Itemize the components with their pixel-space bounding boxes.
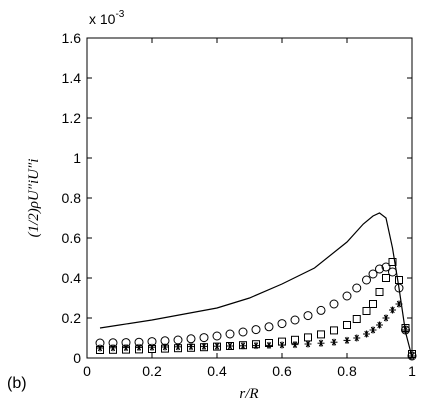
x-tick-label: 0.2	[142, 363, 162, 379]
data-point-square	[352, 315, 361, 323]
x-axis-label: r/R	[239, 386, 258, 402]
data-point-circle	[212, 331, 222, 341]
data-point-square	[369, 300, 377, 308]
data-point-star	[161, 343, 169, 351]
x-tick-label: 1	[408, 363, 416, 379]
scale-base: x 10	[89, 11, 116, 27]
data-point-star	[96, 344, 104, 352]
data-point-circle	[277, 319, 287, 329]
data-point-star	[187, 343, 195, 351]
data-point-circle	[225, 329, 235, 339]
data-point-star	[135, 343, 143, 351]
data-point-star	[252, 342, 260, 350]
data-point-star	[343, 336, 351, 344]
series-star	[96, 300, 416, 360]
data-point-circle	[352, 283, 362, 293]
data-point-star	[148, 343, 156, 351]
data-point-square	[395, 276, 403, 284]
x-tick-label: 0	[83, 363, 91, 379]
y-tick-label: 1.2	[62, 110, 82, 126]
data-point-square	[317, 330, 325, 339]
data-point-star	[174, 343, 182, 351]
data-point-star	[200, 342, 208, 350]
data-point-circle	[329, 299, 339, 309]
data-point-star	[291, 341, 299, 349]
data-point-square	[343, 321, 351, 329]
data-point-circle	[199, 333, 209, 343]
y-tick-label: 0.4	[62, 270, 82, 286]
data-point-square	[375, 288, 384, 296]
data-point-circle	[316, 305, 326, 315]
data-point-square	[362, 307, 371, 315]
data-point-star	[213, 342, 221, 350]
x-axis: 0 0.2 0.4 0.6 0.8 1	[83, 38, 416, 379]
data-point-circle	[290, 315, 300, 325]
data-point-circle	[264, 322, 274, 332]
data-point-star	[369, 326, 377, 334]
data-point-square	[382, 274, 390, 282]
data-point-square	[330, 326, 338, 335]
data-point-star	[304, 340, 312, 348]
data-point-star	[389, 306, 396, 314]
y-axis-label: (1/2)ρU″iU″i	[26, 159, 42, 238]
data-point-circle	[342, 291, 352, 301]
data-point-circle	[238, 327, 248, 337]
series-line	[99, 212, 413, 358]
scale-exponent: -3	[115, 9, 124, 20]
data-point-star	[278, 341, 286, 349]
x-tick-label: 0.8	[337, 363, 357, 379]
data-point-star	[109, 344, 117, 352]
data-point-circle	[362, 275, 371, 285]
data-point-star	[226, 342, 234, 350]
y-tick-label: 0.6	[62, 230, 82, 246]
data-point-star	[239, 342, 247, 350]
data-point-circle	[251, 325, 261, 335]
data-point-star	[122, 344, 130, 352]
data-point-circle	[186, 334, 196, 344]
y-axis: 0 0.2 0.4 0.6 0.8 1 1.2 1.4 1.6	[62, 30, 412, 366]
y-tick-label: 1.6	[62, 30, 82, 46]
data-point-star	[363, 330, 370, 338]
data-point-circle	[375, 264, 384, 274]
data-point-circle	[388, 267, 397, 277]
series-line	[99, 212, 413, 358]
data-point-star	[330, 338, 338, 346]
y-tick-label: 1.4	[62, 70, 82, 86]
data-point-circle	[368, 269, 378, 279]
data-point-star	[395, 300, 403, 308]
y-tick-label: 0.8	[62, 190, 82, 206]
data-point-star	[402, 326, 409, 334]
series-layer	[95, 212, 417, 361]
data-point-star	[376, 321, 383, 329]
x-tick-label: 0.4	[207, 363, 227, 379]
data-point-star	[317, 339, 325, 347]
x-tick-label: 0.6	[272, 363, 292, 379]
y-tick-label: 1	[73, 150, 81, 166]
data-point-circle	[303, 311, 313, 321]
data-point-circle	[173, 335, 183, 345]
data-point-star	[353, 334, 361, 342]
data-point-star	[382, 314, 390, 322]
data-point-square	[388, 258, 397, 266]
panel-label: (b)	[7, 375, 27, 392]
y-tick-label: 0.2	[62, 310, 82, 326]
data-point-square	[304, 333, 312, 342]
y-tick-label: 0	[73, 350, 81, 366]
scale-label: x 10-3	[89, 9, 125, 27]
data-point-star	[265, 341, 273, 349]
data-point-circle	[381, 262, 391, 272]
